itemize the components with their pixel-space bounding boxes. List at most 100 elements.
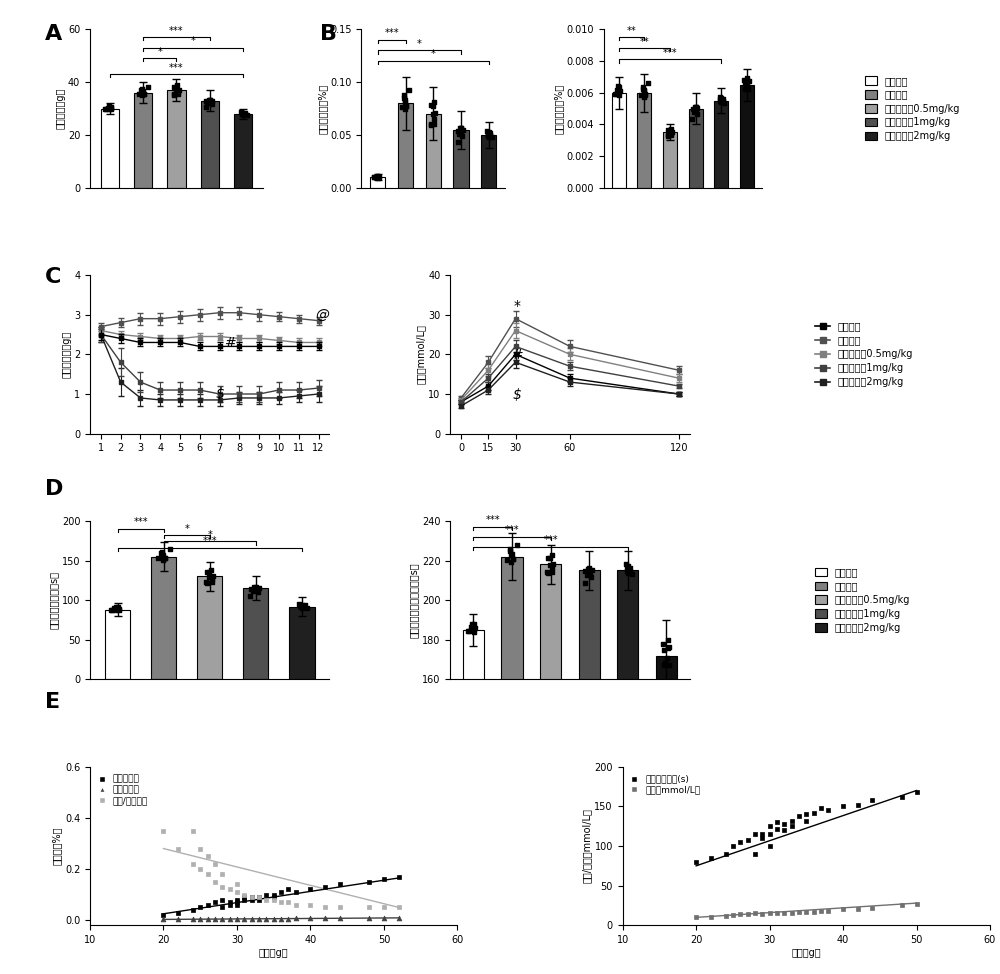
Point [243,581,259,597]
Point [499,552,515,568]
Point [607,86,623,101]
Point [396,90,412,105]
白色体脂率 [236,892,252,908]
Point [235,107,251,123]
Point [739,70,755,86]
Legend: 普通饲料, 高脂饲料, 雷公藤红琄0.5mg/kg, 雷公藤红琄1mg/kg, 雷公藤红琄2mg/kg: 普通饲料, 高脂饲料, 雷公藤红琄0.5mg/kg, 雷公藤红琄1mg/kg, … [815,321,913,387]
Y-axis label: 时间/血糖（mmol/L）: 时间/血糖（mmol/L） [582,808,592,883]
Point [542,550,558,566]
Point [204,572,220,587]
Point [426,111,442,127]
Point [466,624,482,640]
Y-axis label: 鼻尾止挣扎时间（s）: 鼻尾止挣扎时间（s） [49,571,59,629]
Y-axis label: 每日摄食量（g）: 每日摄食量（g） [61,331,71,378]
Bar [201,100,219,188]
Point [619,564,635,580]
棕色体脂率 [236,911,252,926]
白色体脂率 [229,892,245,908]
棕色体脂率 [317,911,333,926]
停止挣扎时间(s) [762,826,778,842]
Point [371,169,387,185]
Point [366,169,382,185]
棕色体脂率 [258,911,274,926]
白色体脂率 [214,892,230,908]
棕色/白色脂肪 [273,894,289,910]
Point [166,87,182,102]
Point [136,86,152,101]
Bar [714,100,728,188]
棕色体脂率 [214,911,230,926]
Point [740,74,756,90]
Point [461,623,477,639]
白色体脂率 [192,900,208,916]
Point [481,125,497,140]
Point [427,105,443,121]
Point [394,99,410,115]
Point [136,86,152,101]
Point [134,84,150,99]
Point [484,130,500,145]
Point [479,124,495,139]
Text: *: * [431,50,436,59]
停止挣扎时间(s) [864,792,880,807]
Point [715,94,731,109]
Point [106,601,122,617]
血糖（mmol/L） [732,907,748,922]
棕色/白色脂肪 [302,897,318,913]
白色体脂率 [229,897,245,913]
Point [624,567,640,582]
Bar [481,135,496,188]
停止挣扎时间(s) [688,854,704,870]
Point [620,566,636,581]
棕色/白色脂肪 [192,861,208,877]
白色体脂率 [200,897,216,913]
Point [162,542,178,557]
Point [248,580,264,595]
Point [662,122,678,137]
Point [713,91,729,106]
棕色/白色脂肪 [155,823,171,839]
Bar [105,610,130,680]
血糖（mmol/L） [747,906,763,921]
Point [171,82,187,97]
Point [155,547,171,563]
Point [246,580,262,595]
棕色/白色脂肪 [185,823,201,839]
棕色/白色脂肪 [214,880,230,895]
停止挣扎时间(s) [769,821,785,837]
Point [237,106,253,122]
Bar [234,114,252,188]
Point [637,87,653,102]
血糖（mmol/L） [835,902,851,918]
棕色/白色脂肪 [317,900,333,916]
Point [294,597,310,613]
Point [460,623,476,639]
Point [199,575,215,590]
Text: *: * [417,39,422,49]
Point [234,106,250,122]
Bar [540,565,561,974]
棕色/白色脂肪 [280,894,296,910]
停止挣扎时间(s) [813,801,829,816]
Point [166,79,182,94]
Point [294,600,310,616]
停止挣扎时间(s) [762,818,778,834]
Y-axis label: 累计强迫游泳止挣时间（s）: 累计强迫游泳止挣时间（s） [409,562,419,638]
Point [659,651,675,666]
Point [662,125,678,140]
棕色/白色脂肪 [229,884,245,900]
Point [663,128,679,143]
Text: *: * [207,530,212,540]
Point [712,92,728,107]
Point [370,169,386,185]
棕色体脂率 [185,912,201,927]
X-axis label: 体重（g）: 体重（g） [792,948,821,957]
Point [503,554,519,570]
Point [101,98,117,114]
Point [660,641,676,656]
Text: ***: *** [169,26,184,36]
Point [660,632,676,648]
Point [685,101,701,117]
Point [716,95,732,111]
停止挣扎时间(s) [718,846,734,862]
